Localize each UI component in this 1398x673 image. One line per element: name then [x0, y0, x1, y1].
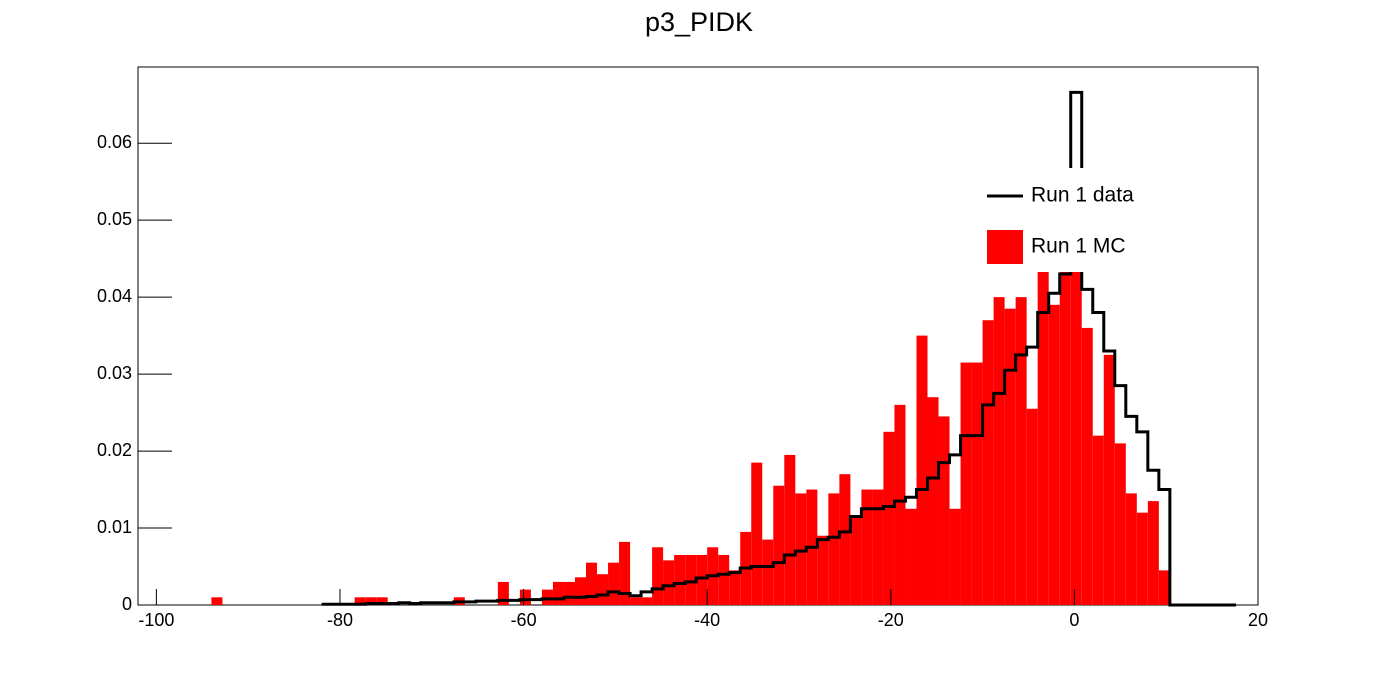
hist-bar	[586, 562, 598, 605]
hist-bar	[729, 570, 741, 605]
hist-bar	[927, 397, 939, 605]
y-tick-label: 0.05	[97, 209, 132, 229]
hist-bar	[1026, 408, 1038, 605]
chart-title: p3_PIDK	[645, 7, 753, 37]
hist-bar	[652, 547, 664, 605]
hist-bar	[365, 597, 377, 605]
hist-bar	[376, 597, 388, 605]
hist-bar	[839, 474, 851, 605]
hist-bar	[1015, 297, 1027, 605]
hist-bar	[1059, 270, 1071, 605]
hist-bar	[872, 489, 884, 605]
x-tick-label: 0	[1069, 610, 1079, 630]
hist-bar	[1081, 327, 1093, 605]
hist-bar	[597, 574, 609, 605]
hist-bar	[894, 404, 906, 605]
hist-bar	[1125, 493, 1137, 605]
y-tick-label: 0.01	[97, 517, 132, 537]
hist-bar	[861, 489, 873, 605]
hist-bar	[751, 462, 763, 605]
x-tick-label: -60	[511, 610, 537, 630]
hist-bar	[574, 577, 586, 605]
hist-bar	[938, 416, 950, 605]
hist-bar	[1114, 443, 1126, 605]
hist-bar	[795, 493, 807, 605]
hist-bar	[784, 454, 796, 605]
hist-bar	[1136, 512, 1148, 605]
hist-bar	[916, 335, 928, 605]
hist-bar	[1004, 308, 1016, 605]
x-tick-label: -20	[878, 610, 904, 630]
hist-bar	[817, 535, 829, 605]
hist-bar	[519, 589, 531, 605]
hist-bar	[354, 597, 366, 605]
x-tick-label: -40	[694, 610, 720, 630]
hist-bar	[850, 516, 862, 605]
hist-bar	[552, 581, 564, 605]
hist-bar	[949, 508, 961, 605]
legend-swatch	[987, 230, 1023, 264]
hist-bar	[619, 541, 631, 605]
hist-bar	[1092, 435, 1104, 605]
y-tick-label: 0.03	[97, 363, 132, 383]
hist-bar	[1147, 501, 1159, 605]
hist-bar	[563, 581, 575, 605]
hist-bar	[762, 539, 774, 605]
hist-bar	[685, 554, 697, 605]
hist-bar	[497, 581, 509, 605]
hist-bar	[674, 554, 686, 605]
hist-bar	[1037, 270, 1049, 605]
x-tick-label: -80	[327, 610, 353, 630]
hist-bar	[960, 362, 972, 605]
hist-bar	[718, 554, 730, 605]
hist-bar	[608, 562, 620, 605]
hist-bar	[630, 597, 642, 605]
hist-bar	[696, 554, 708, 605]
hist-bar	[1048, 304, 1060, 605]
hist-bar	[1070, 270, 1082, 605]
hist-bar	[828, 493, 840, 605]
hist-bar	[883, 431, 895, 605]
y-tick-label: 0.02	[97, 440, 132, 460]
y-tick-label: 0.04	[97, 286, 132, 306]
hist-bar	[905, 508, 917, 605]
hist-bar	[663, 560, 675, 605]
hist-bar	[641, 597, 653, 605]
hist-bar	[971, 362, 983, 605]
hist-bar	[1103, 354, 1115, 605]
x-tick-label: 20	[1248, 610, 1268, 630]
y-tick-label: 0	[122, 594, 132, 614]
legend-label: Run 1 MC	[1031, 235, 1126, 258]
hist-bar	[993, 297, 1005, 605]
legend-label: Run 1 data	[1031, 184, 1134, 207]
hist-bar	[1158, 570, 1170, 605]
y-tick-label: 0.06	[97, 132, 132, 152]
hist-bar	[211, 597, 223, 605]
x-tick-label: -100	[138, 610, 174, 630]
data-line	[321, 90, 1236, 607]
hist-bar	[982, 320, 994, 605]
hist-bar	[541, 589, 553, 605]
hist-bar	[773, 485, 785, 605]
